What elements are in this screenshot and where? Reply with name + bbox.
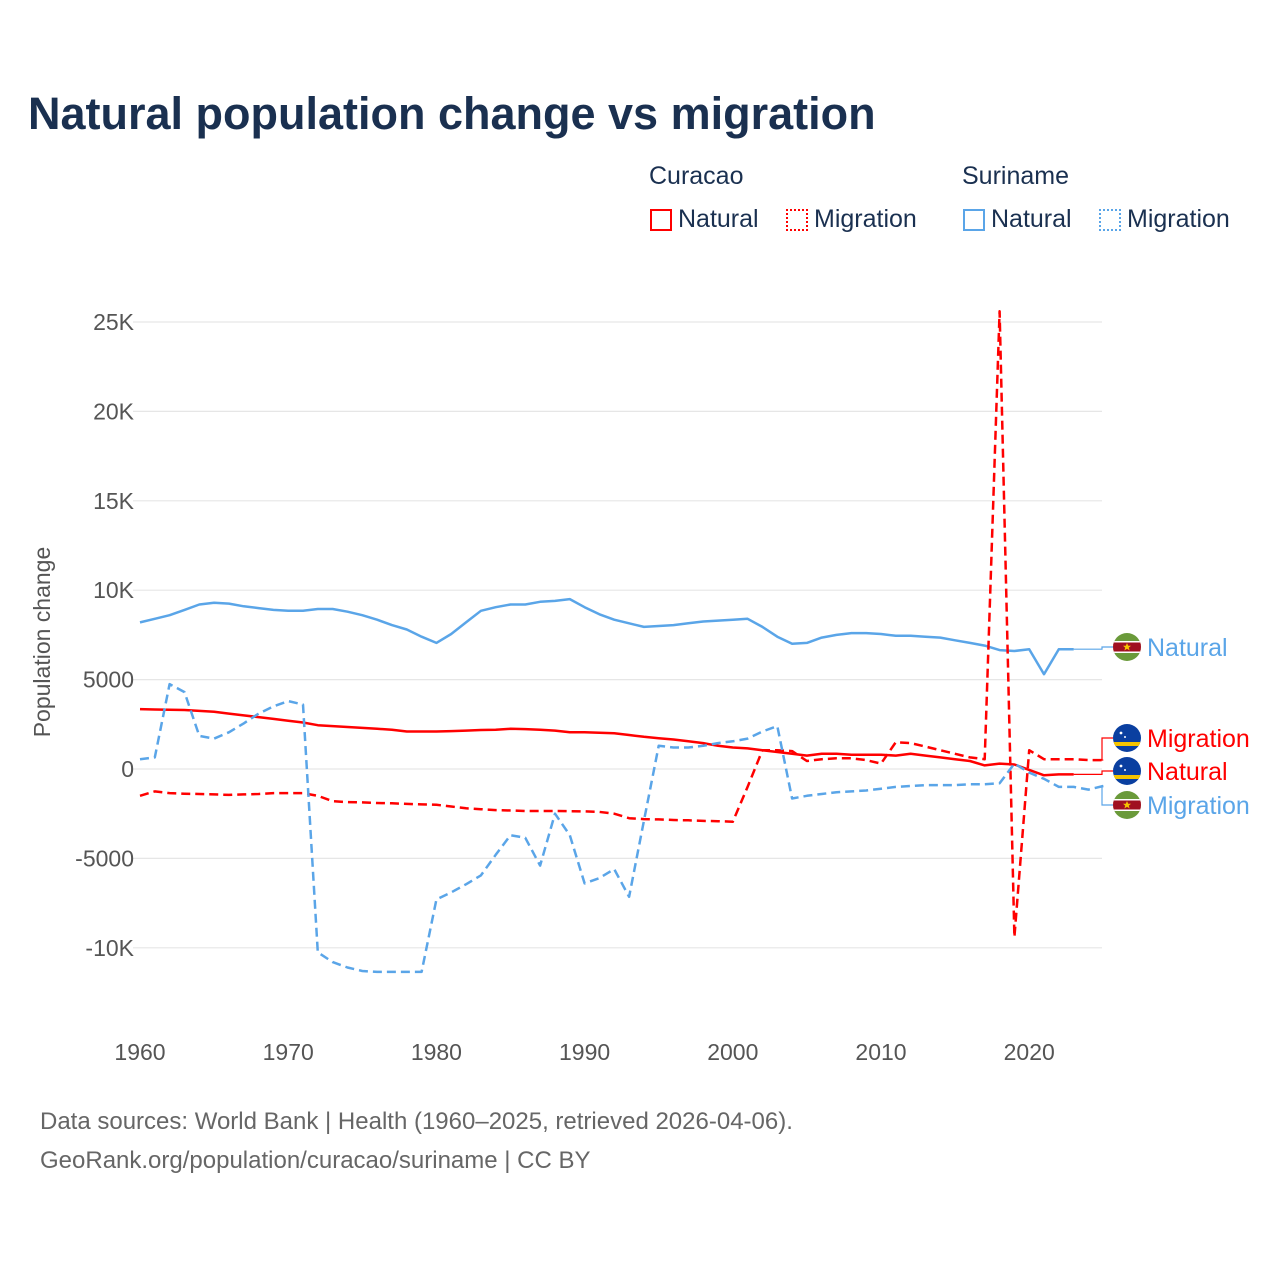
x-tick-label: 1980 bbox=[411, 1039, 462, 1065]
dotted-swatch-icon bbox=[1099, 208, 1121, 231]
label-connector bbox=[1101, 785, 1113, 806]
y-axis-label: Population change bbox=[29, 547, 55, 738]
dotted-swatch-icon bbox=[786, 208, 808, 231]
y-tick-label: -10K bbox=[85, 935, 134, 961]
series-line-suriname-migration bbox=[139, 682, 1104, 974]
y-tick-label: 10K bbox=[93, 577, 135, 603]
legend-item-suriname-migration[interactable]: Migration bbox=[1099, 205, 1230, 234]
label-connector bbox=[1073, 646, 1113, 650]
legend-item-suriname-natural[interactable]: Natural bbox=[963, 205, 1072, 234]
footer-link[interactable]: GeoRank.org/population/curacao/suriname … bbox=[40, 1147, 591, 1174]
solid-swatch-icon bbox=[650, 208, 672, 231]
end-label-suriname-natural: Natural bbox=[1147, 634, 1228, 662]
series-line-curacao-migration bbox=[139, 310, 1104, 939]
end-label-curacao-natural: Natural bbox=[1147, 758, 1228, 786]
legend-group-curacao: Curacao bbox=[649, 162, 744, 190]
y-tick-label: 0 bbox=[121, 756, 134, 782]
curacao-flag-icon bbox=[1113, 757, 1141, 785]
x-tick-label: 1970 bbox=[263, 1039, 314, 1065]
series-line-suriname-natural bbox=[139, 597, 1074, 676]
suriname-flag-icon bbox=[1113, 791, 1141, 819]
legend-group-suriname: Suriname bbox=[962, 162, 1069, 190]
x-tick-label: 1990 bbox=[559, 1039, 610, 1065]
y-tick-label: 5000 bbox=[83, 667, 134, 693]
x-tick-label: 2020 bbox=[1004, 1039, 1055, 1065]
x-tick-label: 2000 bbox=[707, 1039, 758, 1065]
y-tick-label: 25K bbox=[93, 309, 135, 335]
x-tick-label: 2010 bbox=[855, 1039, 906, 1065]
solid-swatch-icon bbox=[963, 208, 985, 231]
y-tick-label: -5000 bbox=[75, 845, 134, 871]
curacao-flag-icon bbox=[1113, 724, 1141, 752]
y-tick-label: 15K bbox=[93, 488, 135, 514]
chart-title: Natural population change vs migration bbox=[28, 88, 876, 139]
series-line-curacao-natural bbox=[139, 707, 1074, 777]
label-connector bbox=[1073, 770, 1113, 775]
legend-label: Migration bbox=[814, 205, 917, 233]
end-label-suriname-migration: Migration bbox=[1147, 792, 1250, 820]
line-chart: 25K 20K 15K 10K 5000 0 -5000 -10K 1960 1970 1980 19… bbox=[29, 309, 1250, 1065]
footer-sources: Data sources: World Bank | Health (1960–… bbox=[40, 1108, 793, 1135]
legend-item-curacao-natural[interactable]: Natural bbox=[650, 205, 759, 234]
legend-item-curacao-migration[interactable]: Migration bbox=[786, 205, 917, 234]
legend-label: Natural bbox=[678, 205, 759, 233]
suriname-flag-icon bbox=[1113, 633, 1141, 661]
legend-label: Natural bbox=[991, 205, 1072, 233]
end-label-curacao-migration: Migration bbox=[1147, 725, 1250, 753]
x-tick-label: 1960 bbox=[114, 1039, 165, 1065]
legend-label: Migration bbox=[1127, 205, 1230, 233]
y-tick-label: 20K bbox=[93, 398, 135, 424]
label-connector bbox=[1101, 737, 1113, 761]
